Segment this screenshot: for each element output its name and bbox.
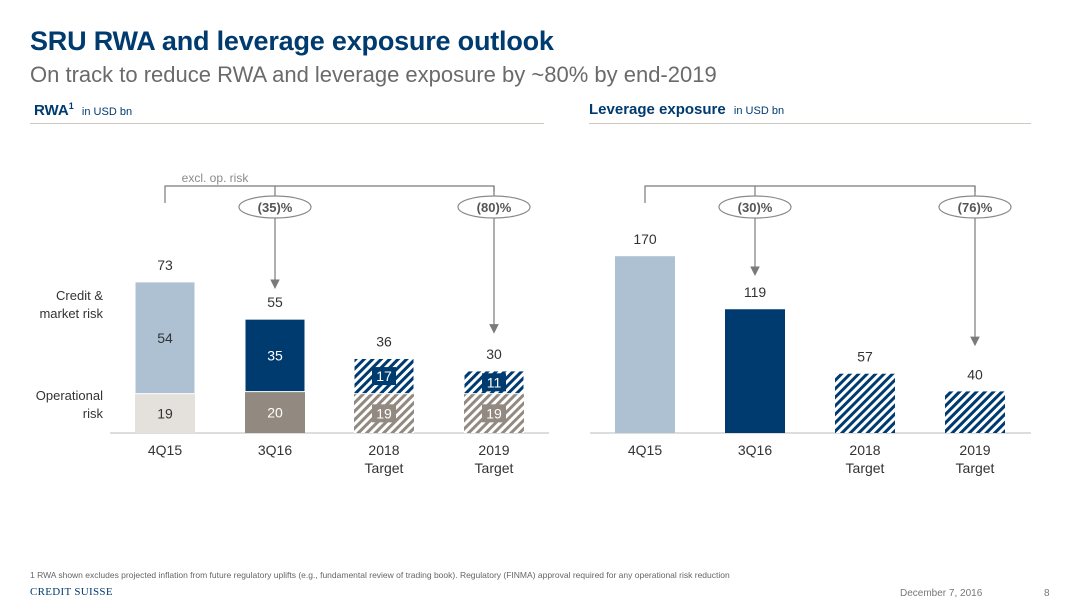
page-number: 8 bbox=[1044, 588, 1050, 599]
leverage-bar-2019-target bbox=[945, 391, 1005, 433]
rwa-legend-operational-line1: Operational bbox=[36, 388, 103, 403]
leverage-value-2019-target: 40 bbox=[967, 366, 983, 382]
rwa-legend-operational-line2: risk bbox=[83, 406, 104, 421]
rwa-total-4q15: 73 bbox=[157, 257, 173, 273]
leverage-bar-4q15 bbox=[615, 256, 675, 433]
rwa-bracket-line bbox=[164, 185, 495, 203]
rwa-value-2019-target-credit-market: 11 bbox=[487, 374, 502, 390]
rwa-legend-credit-market-line1: Credit & bbox=[56, 288, 103, 303]
leverage-value-4q15: 170 bbox=[633, 231, 657, 247]
rwa-80pct-label: (80)% bbox=[477, 200, 512, 215]
rwa-category-2019-target-line1: 2019 bbox=[478, 442, 509, 458]
leverage-panel-rule bbox=[589, 123, 1031, 124]
footnote: 1 RWA shown excludes projected inflation… bbox=[30, 570, 730, 580]
rwa-category-2018-target-line1: 2018 bbox=[368, 442, 399, 458]
leverage-category-4q15-line1: 4Q15 bbox=[628, 442, 662, 458]
rwa-value-4q15-operational: 19 bbox=[157, 405, 173, 421]
leverage-bar-2018-target bbox=[835, 373, 895, 433]
rwa-legend-credit-market-line2: market risk bbox=[39, 306, 103, 321]
rwa-value-2018-target-operational: 19 bbox=[376, 405, 392, 421]
leverage-category-2019-target-line2: Target bbox=[956, 460, 995, 476]
rwa-80pct-oval bbox=[457, 195, 531, 219]
leverage-value-2018-target: 57 bbox=[857, 349, 873, 365]
leverage-category-2019-target-line1: 2019 bbox=[959, 442, 990, 458]
rwa-bar-4q15-credit-market bbox=[134, 281, 196, 395]
rwa-category-2018-target-line2: Target bbox=[365, 460, 404, 476]
rwa-value-3q16-operational: 20 bbox=[267, 404, 283, 420]
rwa-label-bg-2018-target-operational bbox=[372, 404, 396, 423]
rwa-total-2018-target: 36 bbox=[376, 333, 392, 349]
rwa-value-2018-target-credit-market: 17 bbox=[376, 368, 392, 384]
rwa-label-bg-2018-target-credit-market bbox=[372, 367, 396, 386]
rwa-category-2019-target-line2: Target bbox=[475, 460, 514, 476]
rwa-value-3q16-credit-market: 35 bbox=[267, 347, 283, 363]
rwa-bar-3q16-credit-market bbox=[244, 318, 306, 393]
leverage-76pct-label: (76)% bbox=[958, 200, 993, 215]
leverage-panel-unit: in USD bn bbox=[733, 105, 785, 117]
rwa-footnote-marker: 1 bbox=[68, 101, 74, 111]
leverage-category-3q16-line1: 3Q16 bbox=[738, 442, 772, 458]
leverage-category-2018-target-line2: Target bbox=[846, 460, 885, 476]
rwa-panel-header: RWA1 in USD bn bbox=[34, 101, 132, 119]
credit-suisse-logo: CREDIT SUISSE bbox=[30, 586, 113, 598]
page-subtitle: On track to reduce RWA and leverage expo… bbox=[30, 62, 717, 87]
rwa-panel-title: RWA bbox=[34, 102, 69, 119]
presentation-date: December 7, 2016 bbox=[900, 588, 983, 599]
leverage-panel-header: Leverage exposure in USD bn bbox=[589, 101, 784, 118]
rwa-panel-rule bbox=[30, 123, 544, 124]
rwa-excl-op-risk-note: excl. op. risk bbox=[182, 171, 250, 185]
rwa-category-3q16-line1: 3Q16 bbox=[258, 442, 292, 458]
rwa-total-2019-target: 30 bbox=[486, 346, 502, 362]
rwa-bar-3q16-operational bbox=[245, 391, 305, 433]
page-title: SRU RWA and leverage exposure outlook bbox=[30, 26, 554, 56]
rwa-total-3q16: 55 bbox=[267, 294, 283, 310]
rwa-bar-4q15-operational bbox=[135, 393, 195, 433]
rwa-label-bg-2019-target-credit-market bbox=[482, 373, 506, 392]
rwa-panel-unit: in USD bn bbox=[81, 106, 133, 118]
leverage-30pct-label: (30)% bbox=[738, 200, 773, 215]
leverage-bar-3q16 bbox=[725, 309, 785, 433]
leverage-panel-title: Leverage exposure bbox=[589, 101, 726, 118]
rwa-value-4q15-credit-market: 54 bbox=[157, 330, 173, 346]
rwa-label-bg-2019-target-operational bbox=[482, 404, 506, 423]
leverage-bracket-line bbox=[644, 185, 976, 203]
rwa-35pct-label: (35)% bbox=[258, 200, 293, 215]
leverage-value-3q16: 119 bbox=[744, 284, 767, 300]
leverage-76pct-oval bbox=[938, 195, 1012, 219]
rwa-category-4q15-line1: 4Q15 bbox=[148, 442, 182, 458]
rwa-35pct-oval bbox=[238, 195, 312, 219]
rwa-value-2019-target-operational: 19 bbox=[486, 405, 502, 421]
leverage-30pct-oval bbox=[718, 195, 792, 219]
leverage-category-2018-target-line1: 2018 bbox=[849, 442, 880, 458]
